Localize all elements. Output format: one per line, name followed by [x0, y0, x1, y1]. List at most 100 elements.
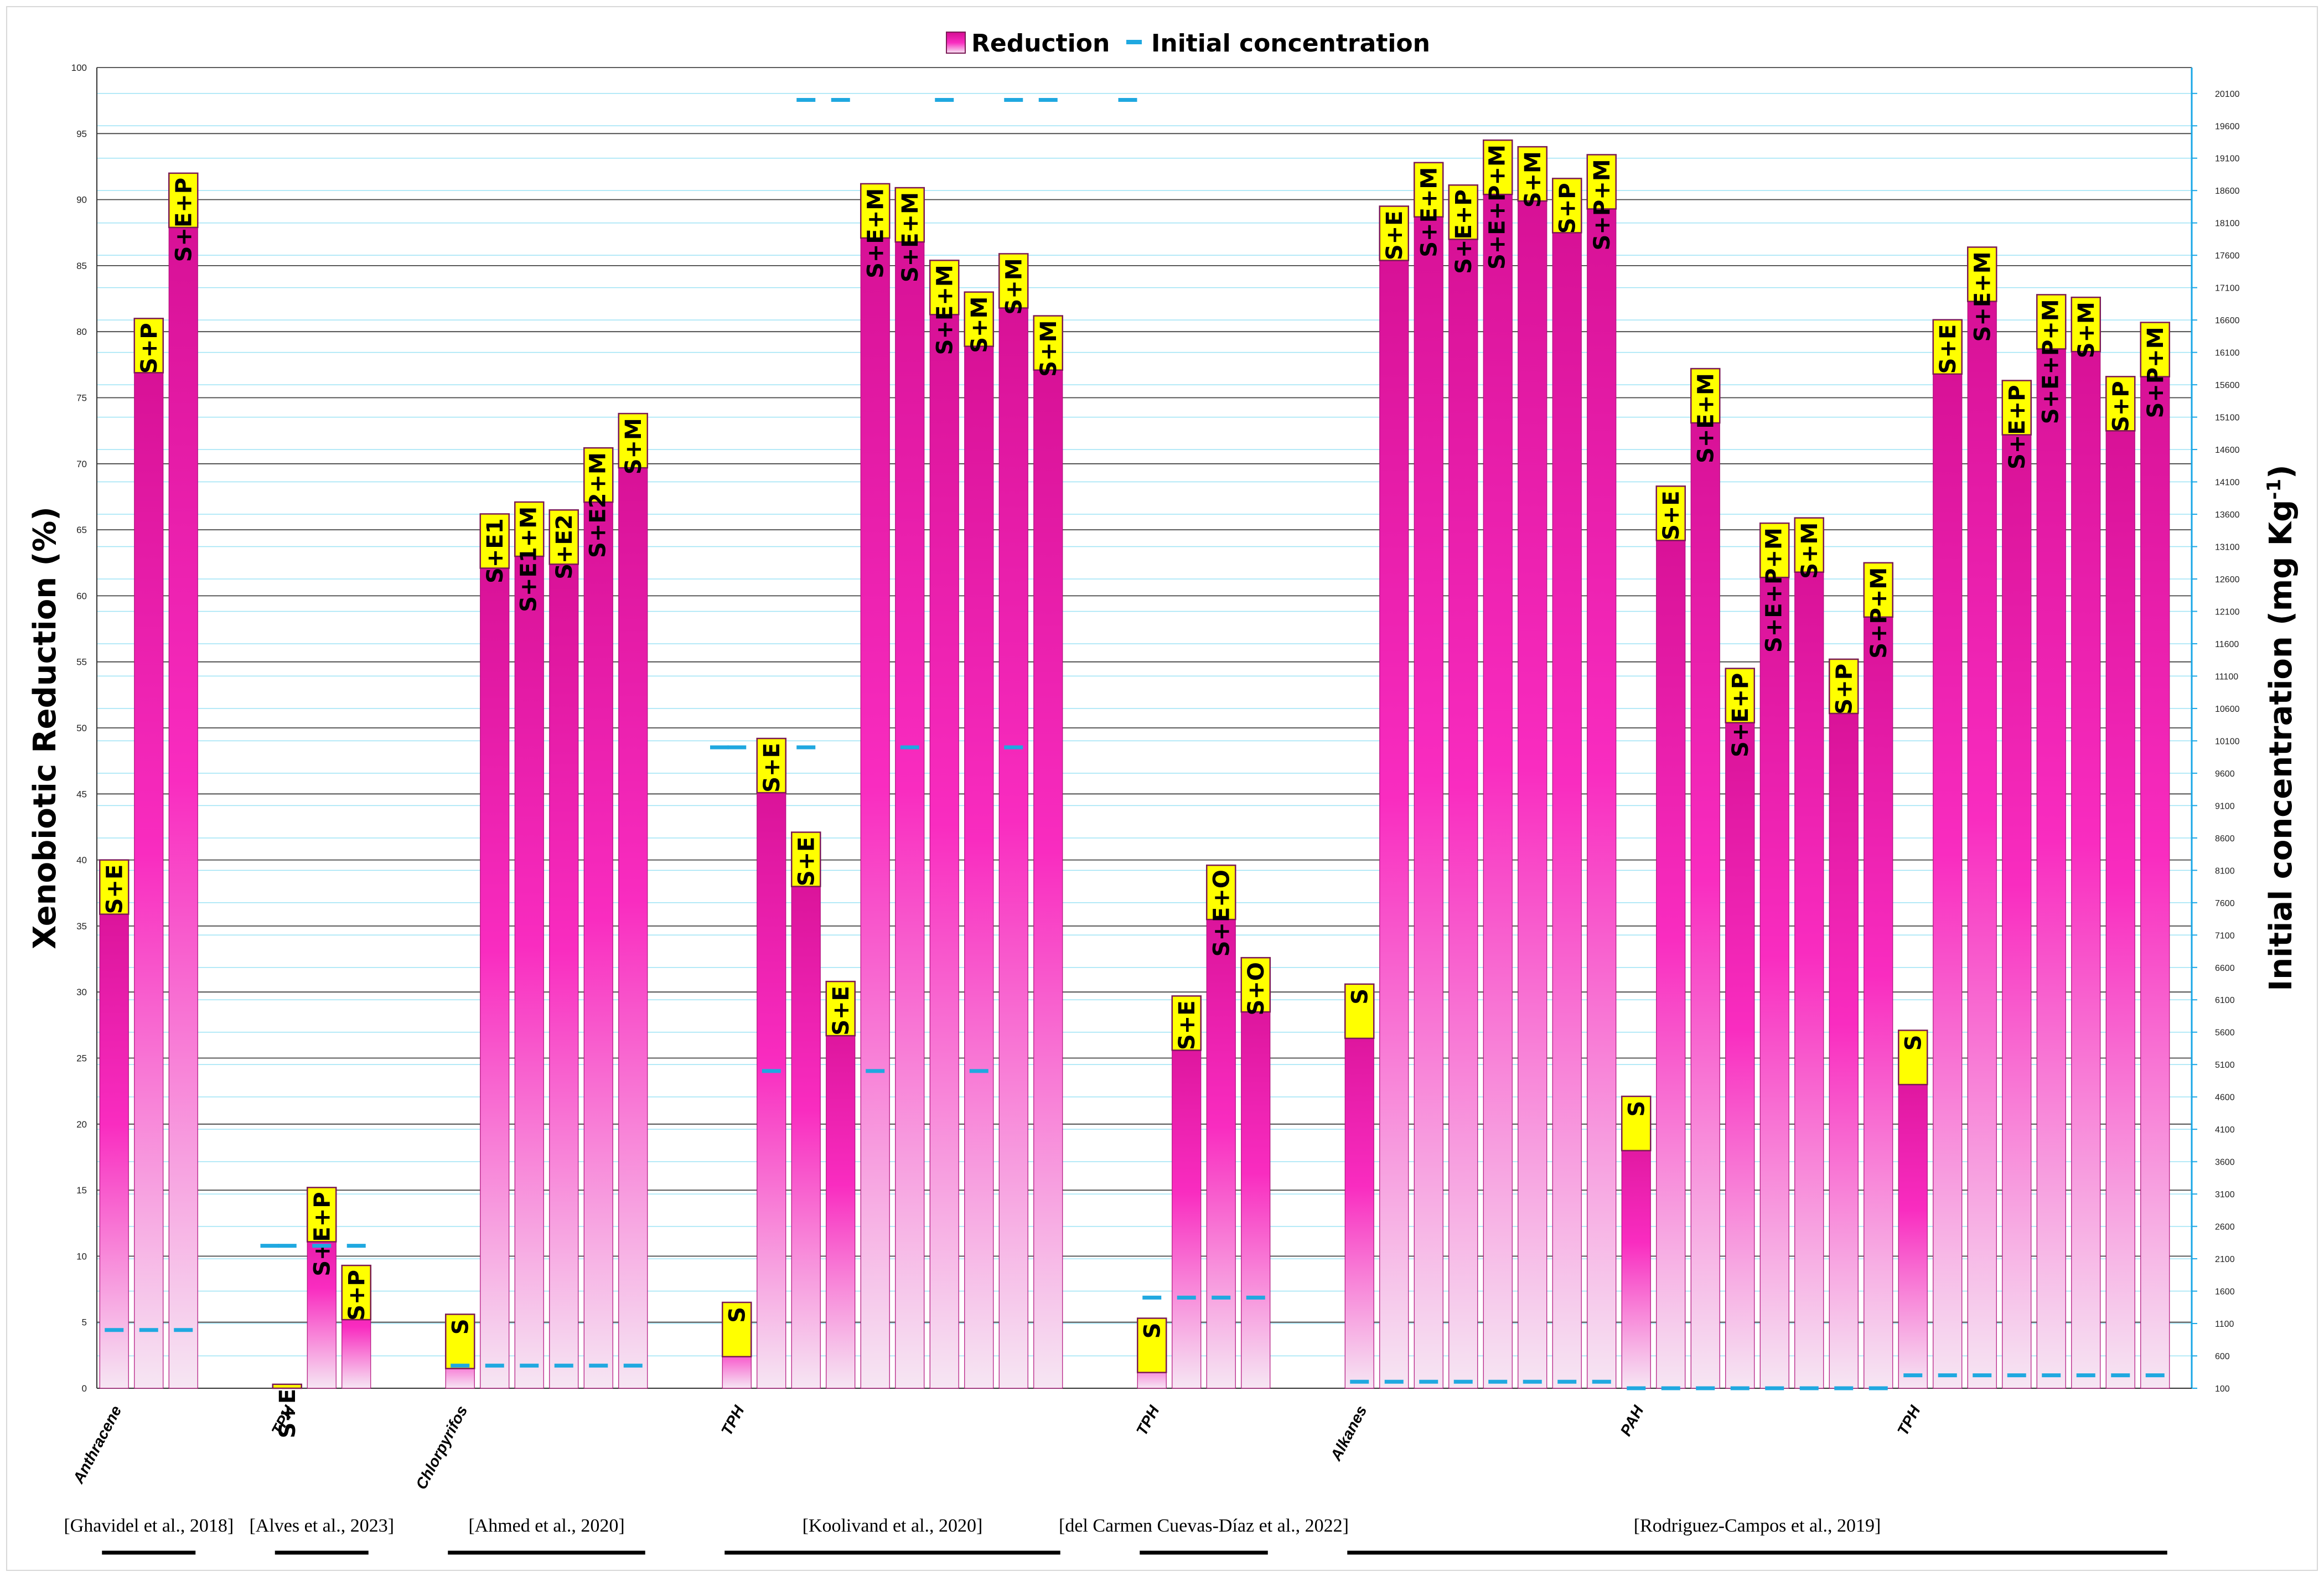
bar: [1483, 139, 1513, 1389]
bar-group: S+E+P: [1725, 668, 1755, 1389]
bar-cap: [860, 183, 891, 239]
bar-cap: [2036, 294, 2067, 350]
y2-tick-label: 3600: [2215, 1158, 2235, 1167]
bar-label: S+E+P: [310, 1192, 335, 1276]
bar: [2071, 297, 2101, 1389]
category-label: PAH: [1617, 1403, 1647, 1439]
y2-tick-label: 12600: [2215, 575, 2240, 585]
y2-tick-label: 10600: [2215, 705, 2240, 714]
bar-label: S+E+P: [1451, 189, 1477, 273]
bar-cap: [583, 447, 614, 503]
y2-tick-label: 16600: [2215, 316, 2240, 325]
bar-label: S+M: [1036, 320, 1062, 377]
study-label: [Koolivand et al., 2020]: [803, 1516, 983, 1536]
bar-label: S+M: [1520, 151, 1546, 208]
bar: [480, 513, 510, 1389]
bar-cap: [1690, 368, 1721, 424]
chart-frame: [6, 6, 2318, 1571]
bar-group: S: [1344, 983, 1375, 1389]
bar: [1344, 984, 1374, 1389]
bar-cap: [341, 1264, 371, 1321]
y2-tick-label: 6100: [2215, 996, 2235, 1005]
bar-cap: [1794, 517, 1824, 573]
bar: [1933, 319, 1963, 1389]
y2-tick-label: 100: [2215, 1384, 2230, 1394]
legend: Reduction Initial concentration: [946, 29, 1430, 58]
bar-group: S+M: [2071, 296, 2101, 1389]
bar: [2140, 322, 2170, 1389]
legend-reduction-swatch: [946, 32, 966, 54]
bar-label: S+E+P+M: [1484, 144, 1510, 270]
y2-tick-label: 14100: [2215, 478, 2240, 488]
y-tick-label: 85: [76, 261, 87, 271]
y-tick-label: 40: [76, 855, 87, 866]
bar-group: S+E2: [548, 509, 579, 1389]
legend-concentration-label: Initial concentration: [1151, 29, 1430, 58]
y2-tick-label: 20100: [2215, 90, 2240, 99]
y2-axis-title-end: ): [2263, 464, 2299, 479]
bar-label: S+E2: [552, 514, 577, 579]
y2-tick-label: 11600: [2215, 640, 2239, 649]
y2-tick-label: 2600: [2215, 1223, 2235, 1232]
y2-tick-label: 13600: [2215, 510, 2240, 520]
y2-tick-label: 1600: [2215, 1288, 2235, 1297]
bar-cap: [791, 831, 821, 887]
bar-label: S+M: [1797, 523, 1823, 579]
bar-cap: [1448, 184, 1478, 240]
bar-group: S+P: [133, 318, 164, 1389]
bar-label: S+O: [1244, 962, 1269, 1015]
bar: [860, 183, 890, 1389]
bar-label: S: [1901, 1035, 1927, 1051]
y-tick-label: 80: [76, 327, 87, 337]
y2-tick-label: 17100: [2215, 284, 2240, 293]
bar-cap: [1240, 956, 1271, 1013]
bar-cap: [1517, 146, 1547, 202]
y-tick-label: 90: [76, 195, 87, 205]
bar-group: S+E+M: [1690, 368, 1721, 1389]
bar-cap: [548, 509, 579, 565]
bar-label: S+E: [1935, 324, 1961, 374]
bar-cap: [1725, 668, 1755, 723]
y-tick-label: 20: [76, 1119, 87, 1130]
bar-cap: [1829, 658, 1859, 715]
study-label: [Ahmed et al., 2020]: [468, 1516, 624, 1536]
y2-tick-label: 600: [2215, 1352, 2230, 1362]
bar-group: S+E+M: [1967, 246, 1997, 1389]
y-tick-label: 45: [76, 789, 87, 799]
category-label: TPH: [718, 1403, 748, 1439]
y-tick-label: 75: [76, 393, 87, 404]
bar-label: S+E1: [483, 518, 508, 583]
bar-label: S+E+M: [898, 192, 923, 282]
bar-cap: [1655, 485, 1686, 541]
category-label: Anthracene: [69, 1403, 125, 1486]
bar-group: S+P: [1552, 178, 1582, 1389]
bar-label: S+E+M: [863, 188, 889, 278]
bar-group: S+E: [1171, 995, 1202, 1389]
bar-group: S+E: [791, 831, 821, 1389]
y2-tick-label: 6600: [2215, 964, 2235, 973]
bar-label: S+E: [829, 986, 854, 1036]
bar-label: S+P: [1832, 664, 1857, 715]
y-axis-title: Xenobiotic Reduction (%): [27, 506, 63, 949]
bar: [2105, 376, 2135, 1389]
bar-cap: [168, 172, 199, 229]
bar-label: S+P+M: [1590, 159, 1615, 250]
bar: [929, 260, 959, 1389]
bar-group: S+M: [1033, 315, 1063, 1389]
y2-tick-label: 15600: [2215, 381, 2240, 390]
bar: [998, 253, 1028, 1389]
bar-label: S+E1+M: [516, 506, 541, 612]
bar-group: S+E: [272, 1383, 302, 1438]
y-tick-label: 5: [82, 1317, 87, 1328]
bar-label: S+P: [137, 323, 162, 374]
bar-group: S: [445, 1314, 475, 1389]
bar-group: S: [1621, 1095, 1652, 1389]
bar: [168, 173, 198, 1389]
bar-cap: [1344, 983, 1375, 1040]
study-label: [del Carmen Cuevas-Díaz et al., 2022]: [1059, 1516, 1349, 1536]
y2-tick-label: 5100: [2215, 1061, 2235, 1070]
bar: [1794, 518, 1824, 1389]
y-tick-label: 55: [76, 657, 87, 668]
study-label: [Alves et al., 2023]: [249, 1516, 394, 1536]
bar-label: S+E+M: [1970, 251, 1996, 342]
